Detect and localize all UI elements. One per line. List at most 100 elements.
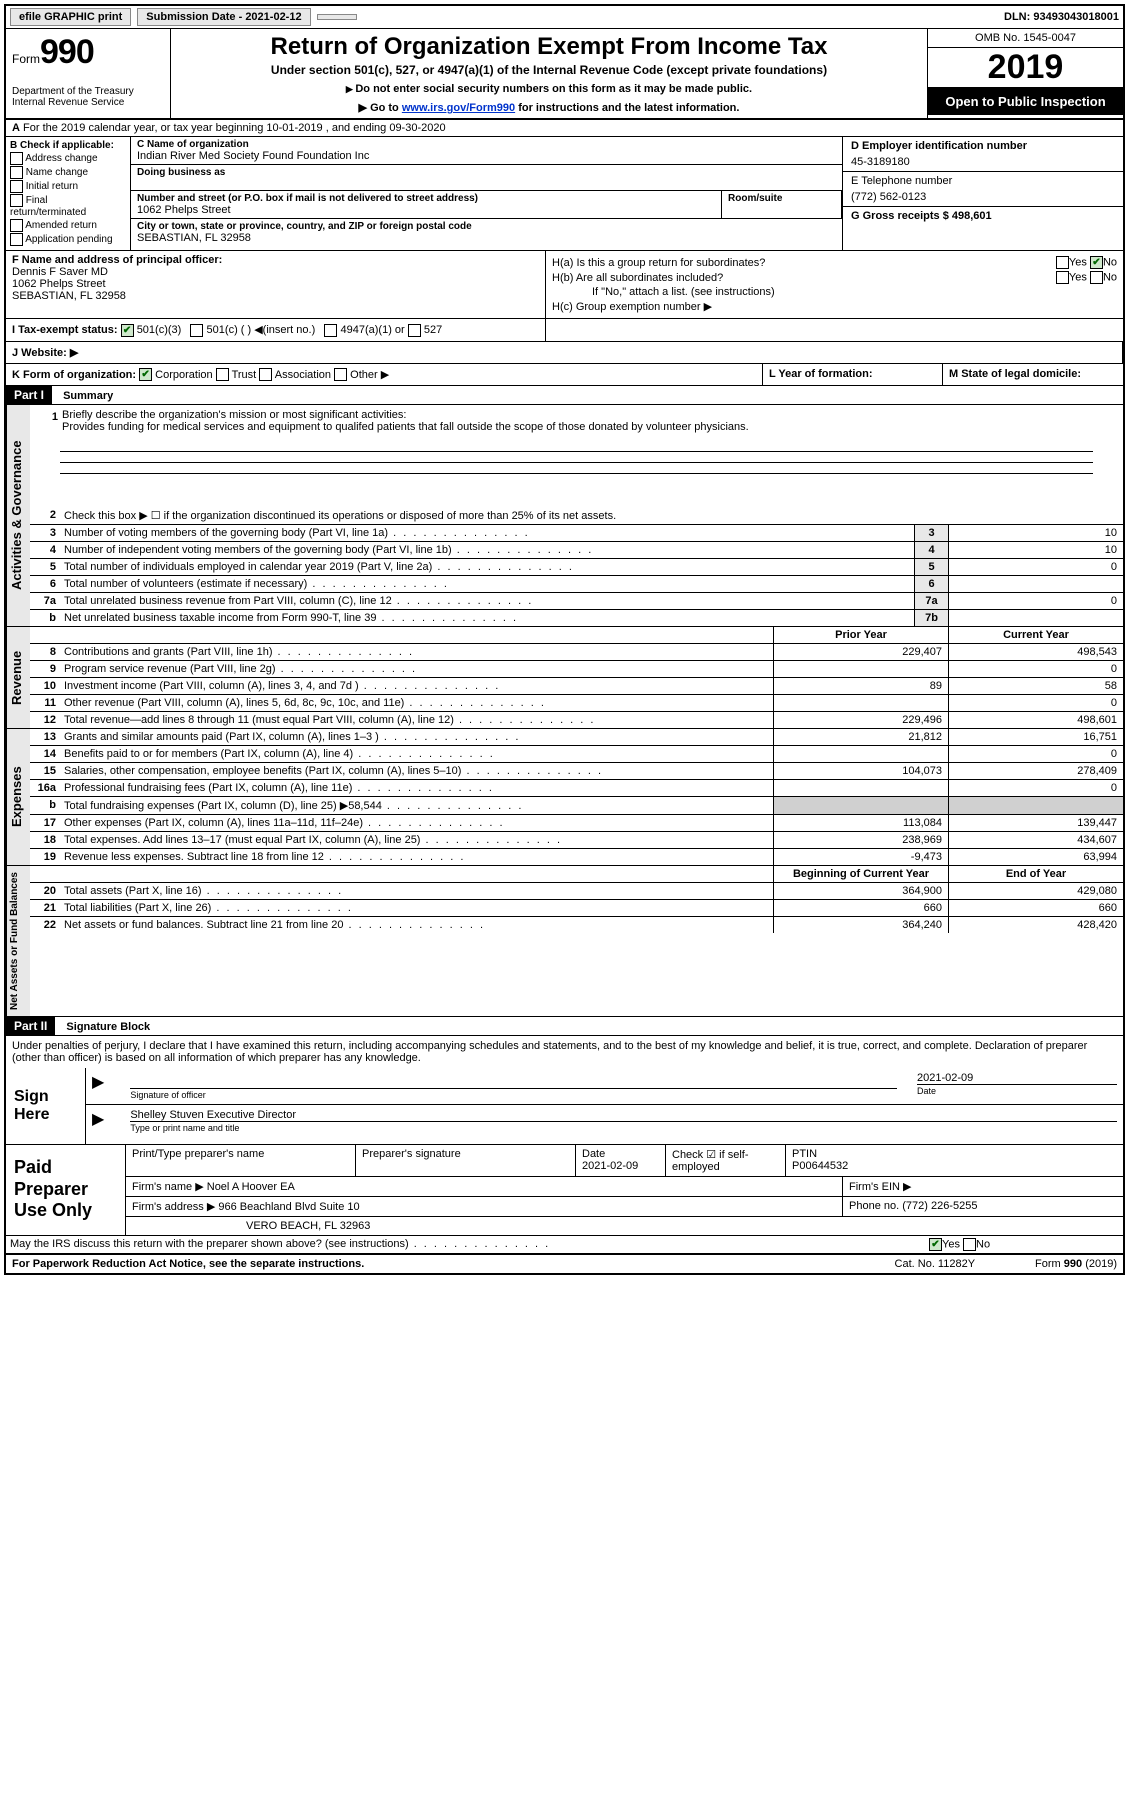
hb-note: If "No," attach a list. (see instruction… <box>552 286 1117 298</box>
sig-date-label: Date <box>917 1084 1117 1096</box>
arrow-icon-2: ▶ <box>92 1109 104 1133</box>
efile-print-button[interactable]: efile GRAPHIC print <box>10 8 131 26</box>
line2-text: Check this box ▶ ☐ if the organization d… <box>60 507 1123 524</box>
public-inspection: Open to Public Inspection <box>928 88 1123 115</box>
cb-527[interactable] <box>408 324 421 337</box>
cb-name-change[interactable]: Name change <box>10 166 126 179</box>
ssn-note: Do not enter social security numbers on … <box>179 83 919 95</box>
sign-here-label: Sign Here <box>6 1068 86 1144</box>
ptin: P00644532 <box>792 1160 848 1172</box>
cb-501c3[interactable] <box>121 324 134 337</box>
mission-text: Provides funding for medical services an… <box>62 421 749 433</box>
prep-sig-label: Preparer's signature <box>356 1145 576 1176</box>
cb-amended[interactable]: Amended return <box>10 219 126 232</box>
sig-officer-label: Signature of officer <box>130 1088 897 1100</box>
org-name: Indian River Med Society Found Foundatio… <box>137 150 836 162</box>
tab-revenue: Revenue <box>6 627 30 728</box>
prep-date: 2021-02-09 <box>582 1160 638 1172</box>
year-formation: L Year of formation: <box>769 368 873 380</box>
street-address: 1062 Phelps Street <box>137 204 715 216</box>
cb-address-change[interactable]: Address change <box>10 152 126 165</box>
cb-other[interactable] <box>334 368 347 381</box>
row-j: J Website: ▶ <box>6 342 1123 364</box>
expenses-section: Expenses 13Grants and similar amounts pa… <box>6 729 1123 866</box>
hb-yes-no[interactable]: Yes No <box>1056 271 1117 284</box>
part2-header: Part II Signature Block <box>6 1017 1123 1036</box>
self-employed[interactable]: Check ☑ if self-employed <box>666 1145 786 1176</box>
form990-link[interactable]: www.irs.gov/Form990 <box>402 102 515 114</box>
hc-label: H(c) Group exemption number ▶ <box>552 300 712 313</box>
part2-label: Part II <box>6 1017 55 1035</box>
tax-year-text: For the 2019 calendar year, or tax year … <box>23 122 446 134</box>
ein-label: D Employer identification number <box>851 140 1115 152</box>
firm-name: Noel A Hoover EA <box>207 1181 295 1193</box>
tax-exempt-label: I Tax-exempt status: <box>12 324 118 336</box>
form-header: Form990 Department of the Treasury Inter… <box>6 29 1123 120</box>
city-label: City or town, state or province, country… <box>137 221 836 232</box>
netassets-section: Net Assets or Fund Balances Beginning of… <box>6 866 1123 1017</box>
cb-initial-return[interactable]: Initial return <box>10 180 126 193</box>
declaration-text: Under penalties of perjury, I declare th… <box>6 1036 1123 1068</box>
officer-name: Dennis F Saver MD <box>12 266 539 278</box>
paid-preparer-label: Paid Preparer Use Only <box>6 1145 126 1235</box>
prep-name-label: Print/Type preparer's name <box>126 1145 356 1176</box>
header-grid: B Check if applicable: Address change Na… <box>6 137 1123 251</box>
goto-pre: Go to <box>370 102 402 114</box>
governance-section: Activities & Governance 1 Briefly descri… <box>6 405 1123 627</box>
row-a-tax-year: A For the 2019 calendar year, or tax yea… <box>6 120 1123 137</box>
ha-yes-no[interactable]: Yes No <box>1056 256 1117 269</box>
goto-post: for instructions and the latest informat… <box>515 102 739 114</box>
addr-label: Number and street (or P.O. box if mail i… <box>137 193 715 204</box>
section-h: H(a) Is this a group return for subordin… <box>546 251 1123 318</box>
cb-application-pending[interactable]: Application pending <box>10 233 126 246</box>
cb-assoc[interactable] <box>259 368 272 381</box>
ein-value: 45-3189180 <box>851 156 1115 168</box>
firm-phone: (772) 226-5255 <box>902 1200 977 1212</box>
top-bar: efile GRAPHIC print Submission Date - 20… <box>6 6 1123 29</box>
name-title-label: Type or print name and title <box>130 1121 1117 1133</box>
cb-final-return[interactable]: Final return/terminated <box>10 194 126 218</box>
cb-trust[interactable] <box>216 368 229 381</box>
phone-value: (772) 562-0123 <box>851 191 1115 203</box>
form-number: 990 <box>40 33 94 71</box>
section-fh: F Name and address of principal officer:… <box>6 251 1123 319</box>
tab-expenses: Expenses <box>6 729 30 865</box>
section-b-label: B Check if applicable: <box>10 140 126 151</box>
row-klm: K Form of organization: Corporation Trus… <box>6 364 1123 387</box>
omb-number: OMB No. 1545-0047 <box>928 29 1123 48</box>
dept-treasury: Department of the Treasury <box>12 86 164 97</box>
sig-date: 2021-02-09 <box>917 1072 1117 1084</box>
part1-label: Part I <box>6 386 52 404</box>
submission-date-button[interactable]: Submission Date - 2021-02-12 <box>137 8 310 26</box>
section-c: C Name of organization Indian River Med … <box>131 137 843 250</box>
goto-note: ▶ Go to www.irs.gov/Form990 for instruct… <box>179 101 919 114</box>
form-org-label: K Form of organization: <box>12 369 136 381</box>
cb-501c[interactable] <box>190 324 203 337</box>
discuss-yes-no[interactable]: Yes No <box>923 1236 1123 1253</box>
firm-addr1: 966 Beachland Blvd Suite 10 <box>218 1201 359 1213</box>
cb-corp[interactable] <box>139 368 152 381</box>
dba-label: Doing business as <box>137 167 836 178</box>
firm-addr2: VERO BEACH, FL 32963 <box>126 1217 1123 1235</box>
revenue-section: Revenue Prior YearCurrent Year 8Contribu… <box>6 627 1123 729</box>
blank-button[interactable] <box>317 14 357 20</box>
sign-here-block: Sign Here ▶ Signature of officer 2021-02… <box>6 1068 1123 1145</box>
firm-ein-label: Firm's EIN ▶ <box>843 1177 1123 1196</box>
tab-governance: Activities & Governance <box>6 405 30 626</box>
phone-label: E Telephone number <box>851 175 1115 187</box>
cb-4947[interactable] <box>324 324 337 337</box>
paid-preparer-block: Paid Preparer Use Only Print/Type prepar… <box>6 1145 1123 1236</box>
arrow-icon: ▶ <box>92 1072 104 1100</box>
website-label: J Website: ▶ <box>12 347 78 359</box>
room-label: Room/suite <box>728 193 835 204</box>
dln-label: DLN: 93493043018001 <box>1004 11 1119 23</box>
state-domicile: M State of legal domicile: <box>949 368 1081 380</box>
part1-title: Summary <box>55 388 121 404</box>
cat-no: Cat. No. 11282Y <box>895 1258 976 1270</box>
section-de: D Employer identification number 45-3189… <box>843 137 1123 250</box>
mission-label: Briefly describe the organization's miss… <box>62 409 406 421</box>
officer-addr1: 1062 Phelps Street <box>12 278 539 290</box>
tab-netassets: Net Assets or Fund Balances <box>6 866 30 1016</box>
paperwork-notice: For Paperwork Reduction Act Notice, see … <box>12 1258 364 1270</box>
org-name-label: C Name of organization <box>137 139 836 150</box>
